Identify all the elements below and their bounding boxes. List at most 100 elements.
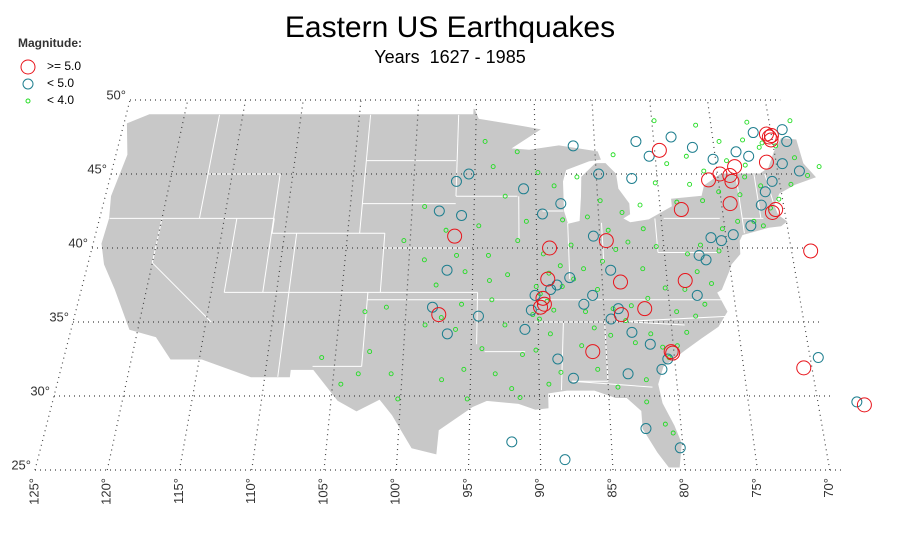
quake xyxy=(651,118,657,124)
lat-tick-label: 45° xyxy=(87,161,107,176)
quake xyxy=(651,142,667,158)
quake xyxy=(730,146,742,158)
quake xyxy=(674,309,680,315)
quake xyxy=(578,298,590,310)
quake xyxy=(517,395,523,400)
quake xyxy=(518,183,530,195)
quake xyxy=(640,226,646,232)
quake xyxy=(662,285,668,291)
quake xyxy=(610,306,616,312)
grid-line xyxy=(323,99,362,471)
quake xyxy=(591,325,597,331)
quake xyxy=(656,363,668,375)
state-border xyxy=(572,380,653,388)
legend-label: < 4.0 xyxy=(47,93,74,107)
quake xyxy=(644,399,650,405)
quake xyxy=(626,172,638,184)
quake xyxy=(747,127,759,139)
quake xyxy=(644,338,656,350)
quake xyxy=(776,124,788,136)
quake xyxy=(740,137,746,143)
quake xyxy=(584,214,590,220)
quake xyxy=(355,371,361,377)
quake xyxy=(319,355,325,360)
quake xyxy=(605,264,617,276)
quake xyxy=(626,326,638,338)
quake xyxy=(401,238,407,244)
legend-label: >= 5.0 xyxy=(47,59,81,73)
quake xyxy=(662,353,674,365)
quake xyxy=(716,248,722,254)
state-border xyxy=(223,218,238,293)
quake xyxy=(660,344,666,350)
quake xyxy=(515,238,521,244)
quake xyxy=(506,436,518,448)
quake xyxy=(687,181,693,187)
quake xyxy=(433,282,439,288)
quake xyxy=(625,239,631,245)
quake xyxy=(608,332,614,338)
grid-line xyxy=(106,99,189,471)
quake xyxy=(693,313,699,319)
quake xyxy=(530,312,536,318)
quake xyxy=(716,189,722,195)
quake xyxy=(587,289,599,301)
quake xyxy=(595,366,601,372)
quake xyxy=(612,303,624,315)
lon-tick-label: 105° xyxy=(315,478,330,505)
quake xyxy=(555,198,567,210)
quake xyxy=(597,198,603,204)
legend-symbol xyxy=(20,59,36,75)
lon-tick-label: 115° xyxy=(171,478,186,504)
quake xyxy=(716,138,722,144)
quake xyxy=(758,183,764,189)
quake xyxy=(422,322,428,328)
quake xyxy=(464,396,470,402)
quake xyxy=(715,235,727,247)
quake xyxy=(719,226,725,232)
quake xyxy=(519,323,531,335)
map-subtitle: Years 1627 - 1985 xyxy=(374,47,525,67)
quake xyxy=(612,274,628,290)
quake xyxy=(685,251,690,257)
quake xyxy=(551,183,557,189)
state-border xyxy=(455,114,460,197)
quake xyxy=(619,210,625,215)
quake xyxy=(702,301,708,307)
quake xyxy=(737,192,743,198)
lat-tick-label: 50° xyxy=(106,87,126,102)
lon-tick-label: 100° xyxy=(388,478,403,505)
quake xyxy=(492,371,498,377)
quake xyxy=(773,143,779,149)
lon-tick-label: 85° xyxy=(604,478,619,498)
quake xyxy=(613,307,629,323)
quake xyxy=(856,397,872,413)
quake xyxy=(670,430,676,436)
lat-tick-label: 35° xyxy=(49,309,69,324)
quake xyxy=(781,135,793,147)
quake xyxy=(648,331,654,337)
quake xyxy=(422,204,428,210)
quake xyxy=(490,164,496,170)
quake xyxy=(441,328,453,340)
state-border xyxy=(735,173,745,234)
quake xyxy=(768,202,784,218)
quake xyxy=(759,186,771,198)
lon-tick-label: 70° xyxy=(821,478,836,498)
quake xyxy=(701,168,707,174)
quake xyxy=(673,202,689,218)
quake xyxy=(529,289,541,301)
quake xyxy=(803,243,819,259)
lat-tick-label: 25° xyxy=(11,457,31,472)
quake xyxy=(433,205,445,217)
quake xyxy=(796,360,812,376)
quake xyxy=(632,340,638,346)
quake xyxy=(438,315,444,321)
quake xyxy=(533,284,539,289)
quake xyxy=(742,162,748,168)
quake xyxy=(533,299,549,315)
quake xyxy=(665,131,677,143)
quake xyxy=(536,316,542,322)
lat-tick-label: 40° xyxy=(68,235,88,250)
